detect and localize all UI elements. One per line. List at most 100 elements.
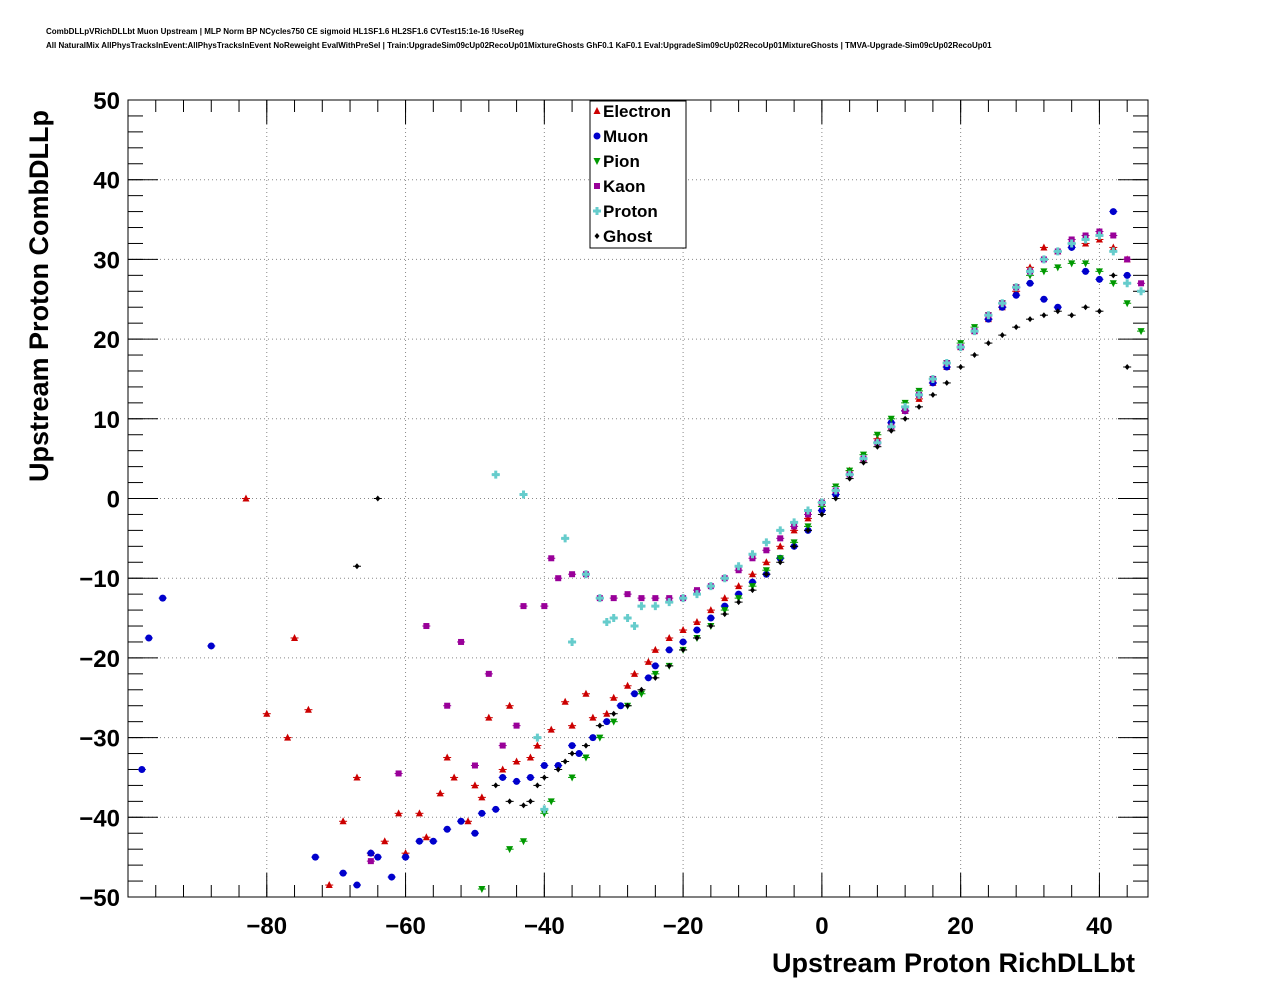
y-tick-label: 40: [93, 168, 120, 195]
data-point-ghost: [694, 634, 700, 641]
data-point-electron: [436, 789, 444, 797]
data-point-ghost: [888, 427, 894, 434]
data-point-electron: [506, 701, 514, 709]
data-point-pion: [506, 846, 514, 854]
y-tick-label: −10: [79, 566, 120, 593]
data-point-proton: [519, 490, 528, 499]
data-point-muon: [575, 750, 583, 758]
data-point-proton: [817, 498, 826, 507]
data-point-ghost: [555, 766, 561, 773]
data-point-proton: [706, 582, 715, 591]
data-point-proton: [491, 470, 500, 479]
data-point-muon: [1109, 208, 1117, 216]
data-point-electron: [526, 753, 534, 761]
data-point-pion: [547, 798, 555, 806]
data-point-proton: [1039, 255, 1048, 264]
data-point-ghost: [1069, 312, 1075, 319]
data-point-muon: [388, 873, 396, 881]
data-point-muon: [589, 734, 597, 742]
data-point-ghost: [652, 674, 658, 681]
data-point-muon: [617, 702, 625, 710]
data-point-kaon: [444, 702, 451, 709]
data-point-ghost: [611, 710, 617, 717]
legend-box: [589, 100, 687, 249]
data-point-electron: [533, 741, 541, 749]
data-point-muon: [644, 674, 652, 682]
data-point-proton: [637, 602, 646, 611]
data-point-electron: [610, 693, 618, 701]
data-point-ghost: [1096, 308, 1102, 315]
legend-marker-pion: [593, 158, 601, 165]
data-point-proton: [602, 618, 611, 627]
data-point-muon: [1054, 303, 1062, 311]
data-point-proton: [533, 733, 542, 742]
data-point-muon: [1040, 295, 1048, 303]
data-point-electron: [499, 765, 507, 773]
data-point-ghost: [583, 742, 589, 749]
data-point-kaon: [1138, 280, 1145, 287]
y-tick-label: −30: [79, 726, 120, 753]
legend-label-muon: Muon: [603, 127, 648, 146]
data-point-kaon: [499, 742, 506, 749]
y-tick-label: 10: [93, 407, 120, 434]
data-point-proton: [1081, 235, 1090, 244]
data-point-muon: [159, 594, 167, 602]
data-point-proton: [1123, 279, 1132, 288]
data-point-kaon: [471, 762, 478, 769]
data-point-proton: [831, 486, 840, 495]
data-point-kaon: [541, 603, 548, 610]
data-point-muon: [429, 837, 437, 845]
data-point-electron: [644, 657, 652, 665]
x-tick-label: 0: [815, 913, 828, 940]
data-point-pion: [735, 595, 743, 603]
points-layer: [137, 208, 1146, 894]
data-point-pion: [790, 539, 798, 547]
data-point-ghost: [493, 782, 499, 789]
data-point-muon: [492, 805, 500, 813]
data-point-ghost: [1055, 308, 1061, 315]
data-point-proton: [804, 506, 812, 515]
data-point-electron: [263, 709, 271, 717]
data-point-muon: [1026, 279, 1034, 287]
data-point-ghost: [874, 443, 880, 450]
data-point-kaon: [458, 638, 465, 645]
y-tick-label: −50: [79, 885, 120, 912]
data-point-pion: [748, 583, 756, 591]
data-point-pion: [1082, 260, 1090, 268]
data-point-pion: [804, 523, 812, 531]
data-point-muon: [631, 690, 639, 698]
data-point-proton: [873, 438, 882, 447]
data-point-proton: [970, 327, 979, 336]
data-point-electron: [624, 681, 632, 689]
data-point-electron: [471, 781, 479, 789]
data-point-ghost: [763, 571, 769, 578]
data-point-proton: [665, 598, 674, 607]
data-point-proton: [942, 359, 951, 368]
data-point-electron: [547, 725, 555, 733]
data-point-proton: [595, 594, 604, 603]
data-point-proton: [1109, 247, 1118, 256]
y-tick-label: −20: [79, 646, 120, 673]
data-point-muon: [415, 837, 423, 845]
data-point-muon: [138, 765, 146, 773]
legend: Electron Muon Pion Kaon Proton Ghost: [589, 100, 687, 249]
x-tick-label: −20: [663, 913, 704, 940]
data-point-pion: [721, 607, 729, 615]
data-point-ghost: [1124, 363, 1130, 370]
data-point-electron: [603, 709, 611, 717]
data-point-muon: [207, 642, 215, 650]
data-point-ghost: [1013, 324, 1019, 331]
data-point-ghost: [749, 587, 755, 594]
data-point-muon: [471, 829, 479, 837]
data-point-pion: [582, 754, 590, 762]
data-point-electron: [693, 618, 701, 626]
data-point-ghost: [521, 802, 527, 809]
data-point-proton: [776, 526, 785, 535]
data-point-proton: [1012, 283, 1021, 292]
y-tick-label: 30: [93, 247, 120, 274]
legend-label-ghost: Ghost: [603, 227, 652, 246]
data-point-pion: [637, 690, 645, 698]
legend-label-pion: Pion: [603, 152, 640, 171]
data-point-electron: [735, 582, 743, 590]
x-tick-label: −40: [524, 913, 565, 940]
